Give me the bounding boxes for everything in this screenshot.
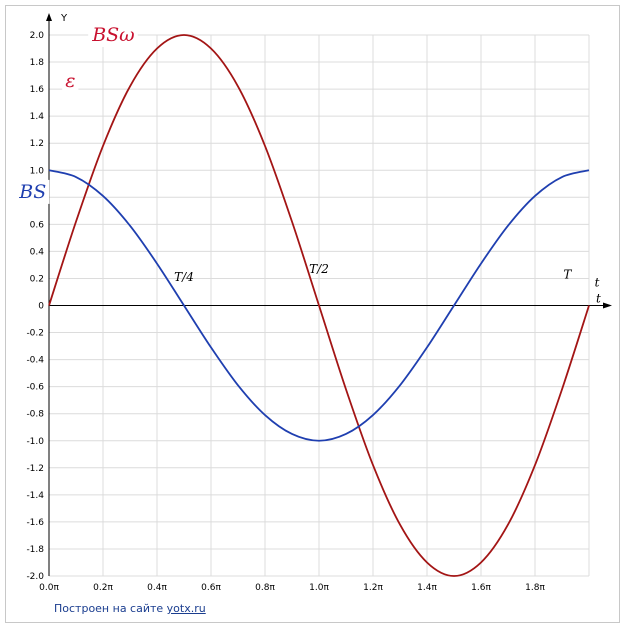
x-tick-label: 1.0π xyxy=(309,583,329,593)
y-tick-label: -0.8 xyxy=(26,410,44,420)
y-tick-label: 1.2 xyxy=(30,139,44,149)
footer-link[interactable]: yotx.ru xyxy=(166,602,206,615)
x-tick-label: 1.6π xyxy=(471,583,491,593)
y-tick-label: 0.6 xyxy=(30,220,45,230)
y-tick-label: -1.0 xyxy=(26,437,44,447)
x-tick-label: 0.8π xyxy=(255,583,275,593)
y-tick-label: -0.4 xyxy=(26,356,44,366)
y-tick-label: -1.2 xyxy=(26,464,44,474)
footer: Построен на сайте yotx.ru xyxy=(54,602,206,615)
x-tick-label: 0.4π xyxy=(147,583,167,593)
y-tick-label: -0.2 xyxy=(26,329,44,339)
y-tick-label: 0 xyxy=(38,302,44,312)
footer-text: Построен на сайте xyxy=(54,602,167,615)
annotation-background xyxy=(88,23,138,47)
x-tick-label: 1.4π xyxy=(417,583,437,593)
chart: 2.01.81.61.41.21.00.80.60.40.20-0.2-0.4-… xyxy=(15,13,612,593)
x-axis-label: t xyxy=(596,292,601,306)
y-tick-label: 1.0 xyxy=(30,166,45,176)
annotation-bs: BS xyxy=(18,181,46,203)
x-tick-label: 1.2π xyxy=(363,583,383,593)
x-tick-label: 0.0π xyxy=(39,583,59,593)
y-axis-label: Y xyxy=(60,13,68,24)
x-axis-arrow xyxy=(603,302,612,309)
annotation-label: T/2 xyxy=(309,262,329,276)
annotation-label: T xyxy=(563,267,572,281)
y-tick-label: 1.8 xyxy=(30,58,45,68)
y-tick-label: 0.4 xyxy=(30,247,45,257)
y-tick-label: 1.6 xyxy=(30,85,45,95)
annotation-: ε xyxy=(65,70,75,92)
y-tick-label: 1.4 xyxy=(30,112,45,122)
x-tick-label: 0.2π xyxy=(93,583,113,593)
y-tick-label: 2.0 xyxy=(30,31,45,41)
y-tick-label: -1.4 xyxy=(26,491,44,501)
annotation-label: T/4 xyxy=(174,270,194,284)
y-axis-arrow xyxy=(46,13,52,21)
x-tick-label: 1.8π xyxy=(525,583,545,593)
y-tick-label: -1.8 xyxy=(26,545,44,555)
annotation-background xyxy=(15,179,50,204)
annotation-label: t xyxy=(595,276,600,290)
y-tick-label: -0.6 xyxy=(26,383,44,393)
series-line-flux xyxy=(48,169,590,442)
y-tick-label: -2.0 xyxy=(26,572,44,582)
y-tick-label: -1.6 xyxy=(26,518,44,528)
annotation-bs: BSω xyxy=(91,24,134,46)
annotation-background xyxy=(62,68,79,93)
y-tick-label: 0.2 xyxy=(30,274,44,284)
x-tick-label: 0.6π xyxy=(201,583,221,593)
chart-frame: 2.01.81.61.41.21.00.80.60.40.20-0.2-0.4-… xyxy=(5,5,620,623)
series-line-emf xyxy=(48,34,590,577)
